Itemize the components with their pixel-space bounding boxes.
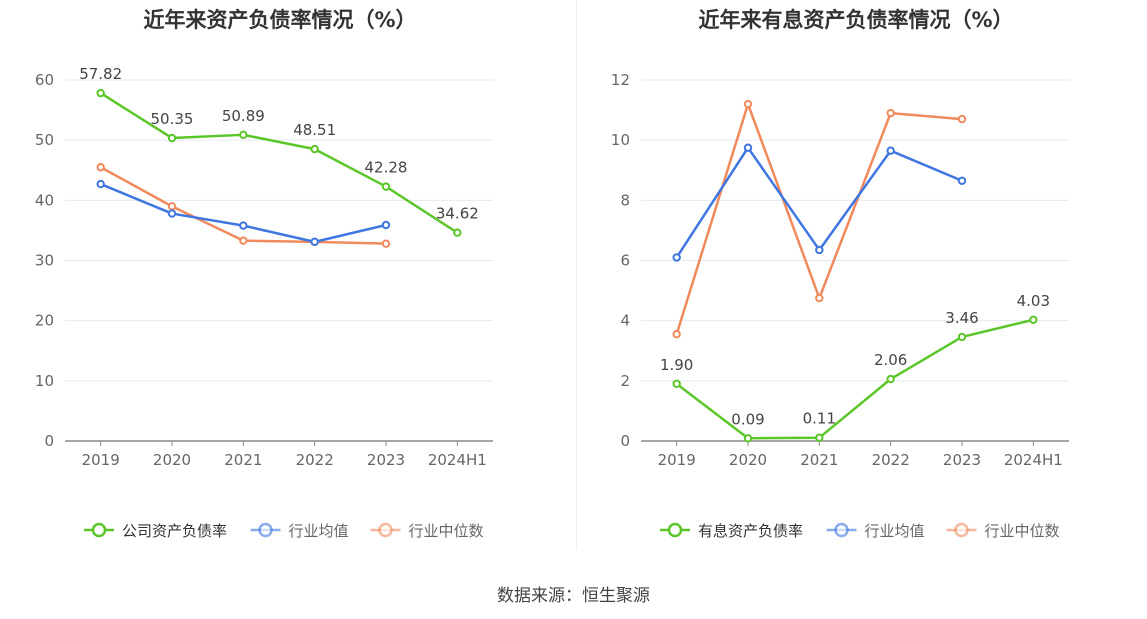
chart1-data-point[interactable]: [743, 99, 753, 109]
interest-debt-ratio-chart: 0 2 4 6 8 10 12 2019 2020 2021 2022 2023 2024H1 1.90 0…: [611, 71, 1069, 540]
chart0-legend-item-1[interactable]: 行业均值: [250, 522, 349, 540]
chart0-data-label: 57.82: [79, 65, 122, 83]
chart1-data-point[interactable]: [743, 143, 753, 152]
chart1-legend-marker: [954, 522, 969, 538]
chart0-legend-marker: [258, 522, 273, 538]
chart0-data-point[interactable]: [239, 130, 248, 140]
chart1-series-line-0: [675, 318, 1034, 440]
debt-ratio-chart: 0 10 20 30 40 50 60 2019 2020 2021 2022 2023 2024H1 5…: [35, 65, 493, 540]
chart0-ytick-label: 20: [35, 312, 54, 330]
chart1-data-point[interactable]: [957, 114, 967, 124]
chart1-legend-label: 行业均值: [865, 522, 925, 540]
chart1-legend-item-0[interactable]: 有息资产负债率: [660, 522, 803, 540]
chart0-xtick-label: 2019: [82, 451, 120, 469]
chart1-data-point[interactable]: [815, 433, 824, 442]
chart1-data-point[interactable]: [672, 330, 681, 339]
chart0-data-label: 50.35: [151, 110, 194, 128]
chart0-data-label: 42.28: [365, 159, 408, 177]
chart1-data-point[interactable]: [886, 374, 895, 384]
chart1-data-point[interactable]: [957, 332, 967, 342]
chart0-legend-item-0[interactable]: 公司资产负债率: [84, 522, 227, 540]
chart1-xtick-label: 2024H1: [1004, 451, 1063, 469]
chart0-legend-label: 行业均值: [289, 522, 349, 540]
chart1-legend-item-1[interactable]: 行业均值: [826, 522, 925, 540]
chart0-xtick-label: 2020: [153, 451, 191, 469]
chart1-legend-label: 有息资产负债率: [698, 522, 803, 540]
chart0-ytick-label: 60: [35, 71, 54, 89]
chart1-xtick-label: 2021: [800, 451, 838, 469]
chart1-data-point[interactable]: [886, 146, 895, 155]
chart0-xtick-label: 2022: [296, 451, 334, 469]
chart1-ytick-label: 8: [620, 191, 630, 209]
chart0-legend-label: 公司资产负债率: [122, 522, 227, 540]
chart0-data-point[interactable]: [96, 88, 105, 98]
chart1-ytick-label: 0: [620, 432, 630, 450]
chart0-data-label: 48.51: [293, 121, 336, 139]
chart1-data-point[interactable]: [672, 253, 681, 262]
chart1-data-point[interactable]: [815, 293, 824, 303]
chart0-legend-marker: [91, 522, 107, 538]
data-source: 数据来源：恒生聚源: [497, 586, 650, 606]
chart1-ytick-label: 2: [620, 372, 630, 390]
chart1-legend-marker: [834, 522, 849, 538]
chart1-data-label: 1.90: [660, 356, 693, 374]
chart0-series-line-0: [100, 92, 459, 234]
chart1-ytick-label: 4: [620, 312, 630, 330]
chart0-data-point[interactable]: [381, 182, 391, 191]
chart0-legend-item-2[interactable]: 行业中位数: [370, 522, 484, 540]
chart1-series-line-1: [675, 146, 963, 259]
chart1-legend-marker: [667, 522, 683, 538]
chart0-xtick-label: 2024H1: [428, 451, 487, 469]
chart0-legend-marker: [378, 522, 393, 538]
chart0-ytick-label: 50: [35, 131, 54, 149]
chart0-series-line-1: [100, 182, 387, 244]
chart1-xtick-label: 2019: [658, 451, 696, 469]
chart0-data-label: 34.62: [436, 205, 479, 223]
chart1-data-point[interactable]: [957, 176, 967, 185]
chart0-data-point[interactable]: [96, 179, 105, 189]
chart0-data-point[interactable]: [453, 228, 462, 237]
chart0-ytick-label: 40: [35, 191, 54, 209]
chart0-data-point[interactable]: [239, 236, 248, 245]
chart0-data-point[interactable]: [167, 209, 177, 218]
chart1-data-point[interactable]: [672, 379, 681, 389]
chart0-ytick-label: 30: [35, 252, 54, 270]
chart-title-right: 近年来有息资产负债率情况（%）: [698, 8, 1014, 32]
chart1-legend-label: 行业中位数: [985, 522, 1060, 540]
chart0-series-line-2: [100, 166, 387, 245]
chart1-data-label: 0.09: [731, 410, 764, 428]
chart-title-left: 近年来资产负债率情况（%）: [143, 8, 417, 32]
chart0-data-point[interactable]: [167, 133, 177, 143]
chart1-data-label: 4.03: [1017, 292, 1050, 310]
chart1-data-label: 0.11: [803, 410, 836, 428]
chart1-ytick-label: 10: [611, 131, 630, 149]
chart0-ytick-label: 0: [44, 432, 54, 450]
chart0-data-point[interactable]: [381, 220, 391, 230]
chart0-ytick-label: 10: [35, 372, 54, 390]
chart1-legend-item-2[interactable]: 行业中位数: [946, 522, 1060, 540]
chart0-data-point[interactable]: [310, 144, 319, 154]
chart1-data-point[interactable]: [815, 245, 824, 255]
chart-divider: [576, 0, 577, 550]
chart1-data-label: 2.06: [874, 351, 907, 369]
chart1-xtick-label: 2020: [729, 451, 767, 469]
chart0-data-point[interactable]: [96, 163, 105, 172]
chart0-data-point[interactable]: [167, 202, 177, 211]
chart1-data-point[interactable]: [886, 108, 895, 118]
chart0-data-point[interactable]: [381, 239, 391, 248]
chart0-xtick-label: 2023: [367, 451, 405, 469]
chart1-ytick-label: 6: [620, 252, 630, 270]
chart1-xtick-label: 2023: [943, 451, 981, 469]
chart0-data-label: 50.89: [222, 107, 265, 125]
chart1-data-point[interactable]: [743, 434, 753, 443]
chart0-legend-label: 行业中位数: [409, 522, 484, 540]
chart1-ytick-label: 12: [611, 71, 630, 89]
chart1-data-point[interactable]: [1029, 315, 1038, 324]
chart0-data-point[interactable]: [239, 221, 248, 230]
chart0-xtick-label: 2021: [224, 451, 262, 469]
chart1-xtick-label: 2022: [872, 451, 910, 469]
chart0-data-point[interactable]: [310, 237, 319, 247]
chart1-data-label: 3.46: [945, 309, 978, 327]
